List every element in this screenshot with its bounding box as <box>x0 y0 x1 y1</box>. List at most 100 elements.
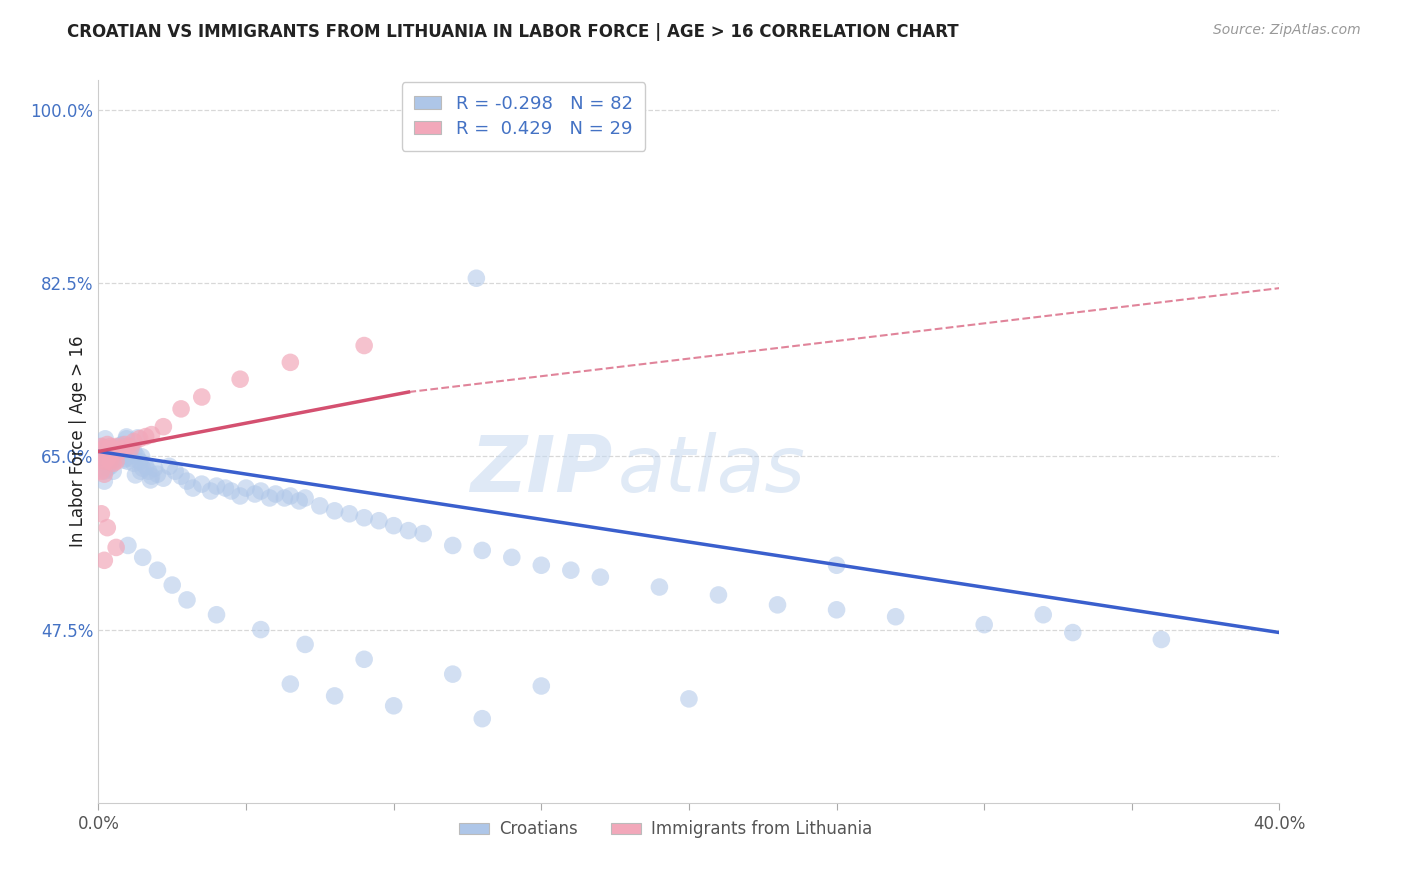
Point <box>120 440 142 454</box>
Point <box>398 524 420 538</box>
Point <box>108 444 131 458</box>
Point <box>111 450 134 464</box>
Point <box>259 491 281 505</box>
Point <box>120 451 142 466</box>
Point <box>143 461 166 475</box>
Point <box>90 440 112 454</box>
Point <box>214 481 236 495</box>
Point <box>111 442 134 456</box>
Text: ZIP: ZIP <box>470 433 612 508</box>
Point <box>117 446 139 460</box>
Point <box>560 563 582 577</box>
Point <box>353 652 375 666</box>
Point <box>235 481 257 495</box>
Point <box>368 514 391 528</box>
Point <box>412 526 434 541</box>
Point <box>471 543 494 558</box>
Point <box>973 617 995 632</box>
Point <box>441 539 464 553</box>
Point <box>90 451 112 466</box>
Point <box>90 451 112 466</box>
Point <box>243 487 266 501</box>
Point <box>96 451 118 466</box>
Point <box>648 580 671 594</box>
Point <box>766 598 789 612</box>
Point <box>96 461 118 475</box>
Point <box>90 507 112 521</box>
Point <box>127 431 149 445</box>
Point <box>104 452 127 467</box>
Point <box>273 491 295 505</box>
Point <box>205 607 228 622</box>
Point <box>288 494 311 508</box>
Point <box>200 483 222 498</box>
Point <box>157 459 180 474</box>
Point <box>250 623 273 637</box>
Point <box>382 698 405 713</box>
Point <box>124 467 146 482</box>
Point <box>250 483 273 498</box>
Point <box>128 432 150 446</box>
Point <box>98 440 121 454</box>
Point <box>122 456 145 470</box>
Point <box>105 454 128 468</box>
Point <box>105 442 128 456</box>
Point <box>221 483 243 498</box>
Point <box>471 712 494 726</box>
Point <box>108 450 131 464</box>
Point <box>138 464 160 478</box>
Text: Source: ZipAtlas.com: Source: ZipAtlas.com <box>1213 23 1361 37</box>
Point <box>162 578 183 592</box>
Point <box>120 442 142 456</box>
Point <box>96 451 118 466</box>
Point <box>382 518 405 533</box>
Point <box>191 390 214 404</box>
Point <box>884 609 907 624</box>
Point <box>229 372 252 386</box>
Point <box>117 440 139 454</box>
Point <box>93 444 115 458</box>
Point <box>294 491 316 505</box>
Point <box>353 338 375 352</box>
Text: atlas: atlas <box>619 433 806 508</box>
Point <box>93 464 115 478</box>
Point <box>309 499 332 513</box>
Point <box>353 510 375 524</box>
Point <box>1062 625 1084 640</box>
Point <box>114 440 136 454</box>
Point <box>117 442 139 456</box>
Point <box>129 464 152 478</box>
Point <box>90 464 112 478</box>
Point <box>339 507 361 521</box>
Point <box>94 463 117 477</box>
Point <box>96 442 118 456</box>
Point <box>441 667 464 681</box>
Point <box>98 459 121 474</box>
Point <box>152 419 174 434</box>
Point <box>1150 632 1173 647</box>
Point <box>93 474 115 488</box>
Point <box>264 487 287 501</box>
Point <box>589 570 612 584</box>
Point <box>141 427 163 442</box>
Point <box>94 432 117 446</box>
Point <box>323 689 346 703</box>
Point <box>132 550 155 565</box>
Point <box>103 444 125 458</box>
Point <box>125 450 148 464</box>
Point <box>114 451 136 466</box>
Point <box>115 430 138 444</box>
Point <box>96 437 118 451</box>
Point <box>93 454 115 468</box>
Point <box>205 479 228 493</box>
Y-axis label: In Labor Force | Age > 16: In Labor Force | Age > 16 <box>69 335 87 548</box>
Point <box>280 489 302 503</box>
Point <box>825 603 848 617</box>
Point <box>110 439 132 453</box>
Point <box>280 355 302 369</box>
Point <box>135 459 157 474</box>
Point <box>135 429 157 443</box>
Point <box>280 677 302 691</box>
Point <box>139 473 162 487</box>
Point <box>1032 607 1054 622</box>
